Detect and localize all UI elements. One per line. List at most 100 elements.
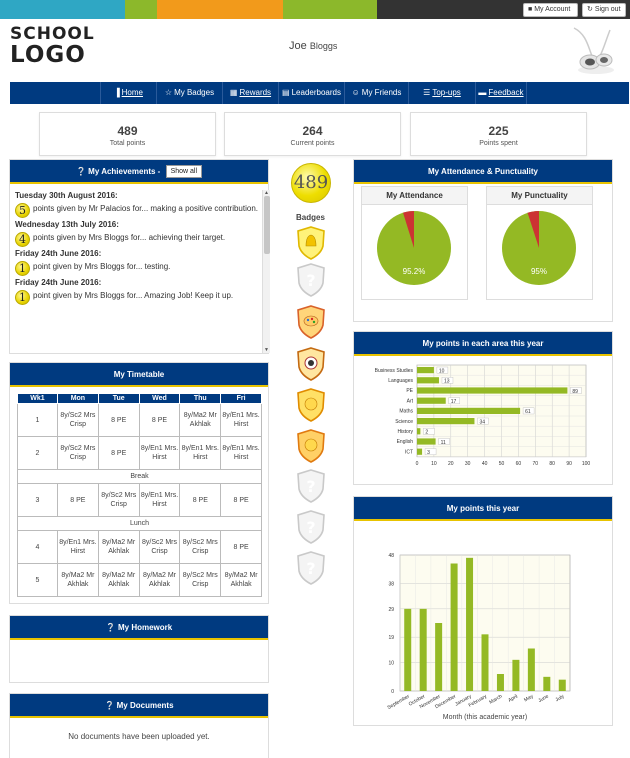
punctuality-pie-chart: 95% — [502, 211, 576, 285]
month-bar — [558, 679, 566, 691]
gold-badge-icon[interactable] — [296, 388, 326, 422]
category-label: Maths — [399, 409, 413, 415]
achievement-text: points given by Mr Palacios for... makin… — [33, 204, 258, 213]
area-points-header: My points in each area this year — [354, 332, 612, 356]
punctuality-pie-box: My Punctuality 95% — [486, 186, 593, 300]
lesson-cell: 8 PE — [97, 403, 140, 437]
points-coin-icon: 1 — [15, 261, 30, 276]
show-all-button[interactable]: Show all — [165, 165, 203, 179]
y-tick-label: 10 — [388, 661, 394, 667]
nav-feedback[interactable]: ▬ Feedback — [475, 82, 527, 104]
person-icon: ☺ — [351, 88, 360, 97]
timetable-header-cell: Thu — [179, 393, 222, 404]
chart-icon: ▐ — [113, 88, 120, 97]
area-points-panel: My points in each area this year 0 10 20 30… — [353, 331, 613, 485]
lesson-cell: 8y/Ma2 Mr Akhlak — [138, 563, 181, 597]
period-number: 2 — [17, 436, 58, 470]
nav-top-ups[interactable]: ☰ Top-ups — [408, 82, 475, 104]
bar-value-label: 11 — [441, 440, 446, 446]
period-number: 4 — [17, 530, 58, 564]
month-label: June — [537, 693, 550, 704]
nav-rewards[interactable]: ▦ Rewards — [222, 82, 278, 104]
bar-value-label: 3 — [427, 450, 430, 456]
nav-my-friends[interactable]: ☺ My Friends — [344, 82, 408, 104]
svg-text:?: ? — [306, 559, 315, 578]
category-label: Art — [407, 398, 414, 404]
homework-header: ❔ My Homework — [10, 616, 268, 640]
month-bar — [512, 659, 520, 691]
area-bar — [417, 367, 434, 374]
x-tick-label: 20 — [448, 461, 454, 467]
lesson-cell: 8 PE — [179, 483, 222, 517]
value-label-bg — [423, 427, 435, 435]
attendance-header: My Attendance & Punctuality — [354, 160, 612, 184]
area-bar — [417, 438, 436, 445]
scrollbar-thumb[interactable] — [264, 196, 270, 254]
target-badge-icon[interactable] — [296, 347, 326, 381]
locked-badge-icon[interactable]: ? — [296, 551, 326, 585]
orange-badge-icon[interactable] — [296, 429, 326, 463]
lesson-cell: 8y/Sc2 Mrs Crisp — [97, 483, 140, 517]
lesson-cell: 8 PE — [220, 530, 262, 564]
achievement-text: point given by Mrs Bloggs for... Amazing… — [33, 291, 234, 300]
locked-badge-icon[interactable]: ? — [296, 510, 326, 544]
homework-title: My Homework — [117, 623, 173, 632]
value-label-bg — [441, 377, 454, 384]
x-tick-label: 30 — [465, 461, 471, 467]
nav-label: Leaderboards — [291, 88, 341, 97]
achievement-text: point given by Mrs Bloggs for... testing… — [33, 262, 171, 271]
stat-current-points: 264 Current points — [224, 112, 401, 156]
locked-badge-icon[interactable]: ? — [296, 263, 326, 297]
achievement-text: points given by Mrs Bloggs for... achiev… — [33, 233, 226, 242]
month-label: March — [488, 693, 503, 705]
homework-panel: ❔ My Homework — [9, 615, 269, 683]
art-badge-icon[interactable] — [296, 305, 326, 339]
scroll-down-arrow-icon[interactable]: ▼ — [264, 347, 269, 353]
my-account-button[interactable]: ■ My Account — [523, 3, 578, 17]
x-tick-label: 40 — [482, 461, 488, 467]
nav-my-badges[interactable]: ☆ My Badges — [156, 82, 222, 104]
period-number: 3 — [17, 483, 58, 517]
x-tick-label: 10 — [431, 461, 437, 467]
lesson-cell: 8y/En1 Mrs. Hirst — [220, 436, 262, 470]
x-tick-label: 60 — [516, 461, 522, 467]
y-tick-label: 48 — [388, 553, 394, 559]
scroll-up-arrow-icon[interactable]: ▲ — [264, 190, 269, 196]
achievements-list[interactable]: Tuesday 30th August 2016: 5 points given b… — [15, 191, 261, 352]
area-points-chart: 0 10 20 30 40 50 60 70 80 90 100 Business Studies 10… — [375, 364, 591, 467]
question-icon: ❔ — [75, 167, 86, 176]
x-tick-label: 80 — [549, 461, 555, 467]
lesson-cell: 8y/En1 Mrs. Hirst — [57, 530, 99, 564]
month-bar — [466, 557, 474, 691]
period-number: 1 — [17, 403, 58, 437]
locked-badge-icon[interactable]: ? — [296, 469, 326, 503]
achievement-date: Friday 24th June 2016: — [15, 249, 102, 258]
month-label: July — [555, 693, 566, 703]
lesson-cell: 8y/Sc2 Mrs Crisp — [179, 563, 222, 597]
nav-leaderboards[interactable]: ▤ Leaderboards — [278, 82, 344, 104]
bell-badge-icon[interactable] — [296, 226, 326, 260]
star-icon: ☆ — [164, 88, 173, 97]
school-logo: SCHOOL LOGO — [10, 26, 95, 67]
achievements-scrollbar[interactable]: ▲ ▼ — [262, 190, 270, 353]
timetable-header-cell: Mon — [57, 393, 99, 404]
question-icon: ❔ — [105, 623, 116, 632]
sign-out-label: Sign out — [594, 6, 621, 13]
category-label: History — [397, 429, 413, 435]
documents-title: My Documents — [116, 701, 174, 710]
lesson-cell: 8y/En1 Mrs. Hirst — [179, 436, 222, 470]
sign-out-button[interactable]: ↻ Sign out — [582, 3, 626, 17]
month-bar — [435, 623, 443, 691]
pie-slice-absent — [527, 211, 539, 248]
attendance-panel: My Attendance & Punctuality My Attendanc… — [353, 159, 613, 322]
stat-label: Points spent — [479, 140, 518, 147]
comment-icon: ▬ — [478, 88, 487, 97]
y-tick-label: 29 — [388, 607, 394, 613]
bar-value-label: 61 — [525, 409, 531, 415]
points-coin-icon: 1 — [15, 290, 30, 305]
x-tick-label: 100 — [582, 461, 591, 467]
yearly-points-chart: 01019293848SeptemberOctoberNovemberDecem… — [387, 553, 571, 721]
nav-home[interactable]: ▐ Home — [100, 82, 156, 104]
pie-value-label: 95% — [531, 267, 547, 276]
achievement-entry: 4 points given by Mrs Bloggs for... achie… — [15, 232, 261, 247]
